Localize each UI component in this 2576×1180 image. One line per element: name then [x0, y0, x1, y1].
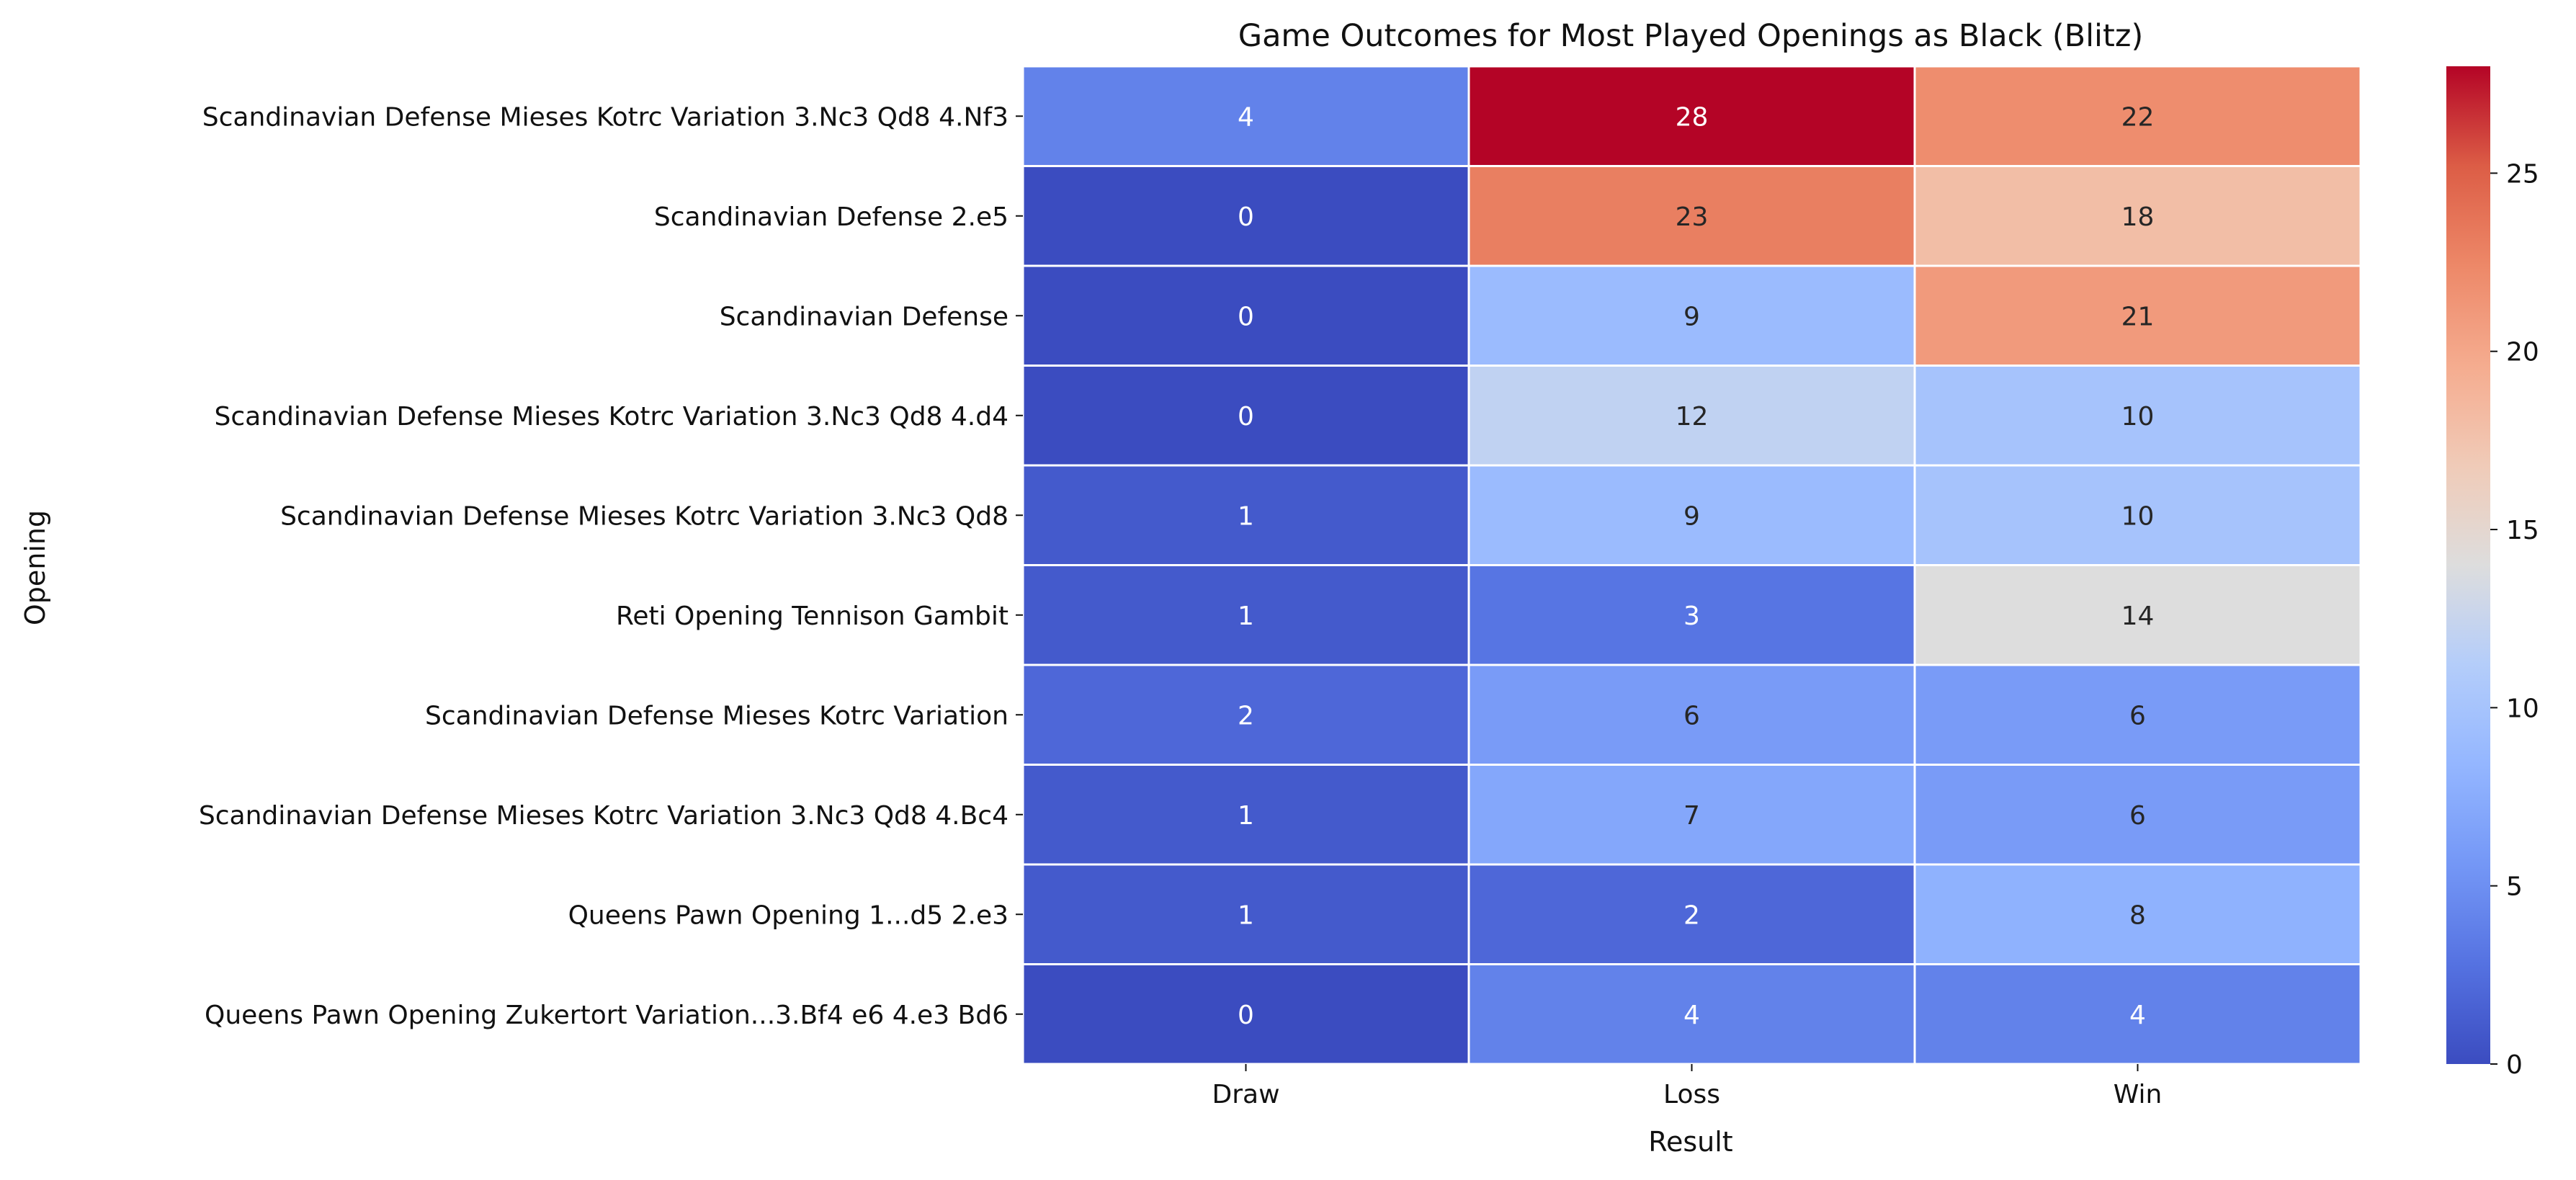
colorbar-tick-label: 0 [2506, 1050, 2523, 1080]
colorbar-tick-label: 15 [2506, 516, 2539, 545]
cell-value-label: 1 [1238, 602, 1254, 631]
cell-value-label: 6 [2129, 801, 2146, 831]
x-axis-label: Result [1648, 1126, 1732, 1158]
heatmap-cell [1913, 663, 2362, 766]
column-label: Win [2114, 1080, 2163, 1109]
heatmap-cell [1467, 963, 1916, 1065]
colorbar-gradient [2446, 66, 2490, 1064]
cell-value-label: 1 [1238, 900, 1254, 930]
heatmap-cell [1913, 365, 2362, 467]
cell-value-label: 0 [1238, 202, 1254, 232]
colorbar-tick-label: 20 [2506, 338, 2539, 367]
heatmap-cell [1913, 464, 2362, 566]
heatmap-cell [1913, 564, 2362, 666]
column-label: Loss [1663, 1080, 1720, 1109]
heatmap-cell [1913, 165, 2362, 267]
column-label: Draw [1212, 1080, 1279, 1109]
heatmap-cell [1467, 764, 1916, 866]
row-label: Scandinavian Defense Mieses Kotrc Variat… [280, 501, 1009, 531]
heatmap-cells: 4 28 220 23 180 9 210 12 101 9 101 3 142 6 61 7 61 2 80 4 4 [1021, 65, 2362, 1065]
cell-value-label: 21 [2121, 302, 2155, 331]
row-label: Scandinavian Defense Mieses Kotrc Variat… [425, 701, 1009, 730]
heatmap-cell [1913, 963, 2362, 1065]
cell-value-label: 23 [1676, 202, 1709, 232]
colorbar-tick-label: 10 [2506, 694, 2539, 723]
cell-value-label: 7 [1683, 801, 1700, 831]
y-axis-label: Opening [19, 510, 51, 625]
heatmap-cell [1021, 764, 1470, 866]
cell-value-label: 28 [1676, 102, 1709, 132]
cell-value-label: 8 [2129, 900, 2146, 930]
cell-value-label: 18 [2121, 202, 2155, 232]
heatmap-cell [1467, 165, 1916, 267]
cell-value-label: 1 [1238, 801, 1254, 831]
cell-value-label: 0 [1238, 402, 1254, 432]
colorbar: 0 5 10 15 20 25 [2446, 66, 2539, 1080]
cell-value-label: 1 [1238, 501, 1254, 531]
heatmap-cell [1021, 663, 1470, 766]
row-label: Queens Pawn Opening 1...d5 2.e3 [568, 900, 1009, 930]
row-label: Queens Pawn Opening Zukertort Variation.… [205, 1001, 1009, 1030]
heatmap-cell [1467, 264, 1916, 367]
cell-value-label: 9 [1683, 501, 1700, 531]
cell-value-label: 2 [1683, 900, 1700, 930]
cell-value-label: 6 [1683, 701, 1700, 730]
heatmap-cell [1021, 963, 1470, 1065]
cell-value-label: 9 [1683, 302, 1700, 331]
row-label: Scandinavian Defense Mieses Kotrc Variat… [215, 402, 1009, 432]
heatmap-cell [1467, 65, 1916, 167]
colorbar-tick-label: 5 [2506, 872, 2523, 902]
heatmap-cell [1021, 65, 1470, 167]
cell-value-label: 0 [1238, 302, 1254, 331]
heatmap-cell [1467, 464, 1916, 566]
cell-value-label: 10 [2121, 501, 2155, 531]
cell-value-label: 4 [2129, 1001, 2146, 1030]
heatmap-cell [1467, 663, 1916, 766]
cell-value-label: 22 [2121, 102, 2155, 132]
colorbar-tick-label: 25 [2506, 159, 2539, 189]
cell-value-label: 12 [1676, 402, 1709, 432]
row-label: Scandinavian Defense [720, 302, 1009, 331]
heatmap-cell [1913, 863, 2362, 965]
row-label: Scandinavian Defense 2.e5 [654, 202, 1009, 232]
cell-value-label: 4 [1238, 102, 1254, 132]
heatmap-cell [1913, 764, 2362, 866]
heatmap-cell [1913, 65, 2362, 167]
heatmap-cell [1021, 863, 1470, 965]
row-tick-labels: Scandinavian Defense Mieses Kotrc Variat… [199, 102, 1023, 1030]
cell-value-label: 3 [1683, 602, 1700, 631]
chart-title: Game Outcomes for Most Played Openings a… [1238, 18, 2143, 54]
cell-value-label: 4 [1683, 1001, 1700, 1030]
heatmap-cell [1021, 464, 1470, 566]
cell-value-label: 10 [2121, 402, 2155, 432]
row-label: Scandinavian Defense Mieses Kotrc Variat… [202, 102, 1009, 132]
heatmap-cell [1467, 564, 1916, 666]
cell-value-label: 2 [1238, 701, 1254, 730]
cell-value-label: 0 [1238, 1001, 1254, 1030]
row-label: Reti Opening Tennison Gambit [616, 602, 1009, 631]
cell-value-label: 14 [2121, 602, 2155, 631]
cell-value-label: 6 [2129, 701, 2146, 730]
column-tick-labels: Draw Loss Win [1212, 1064, 2162, 1109]
row-label: Scandinavian Defense Mieses Kotrc Variat… [199, 801, 1009, 831]
heatmap-cell [1021, 165, 1470, 267]
heatmap-cell [1021, 365, 1470, 467]
